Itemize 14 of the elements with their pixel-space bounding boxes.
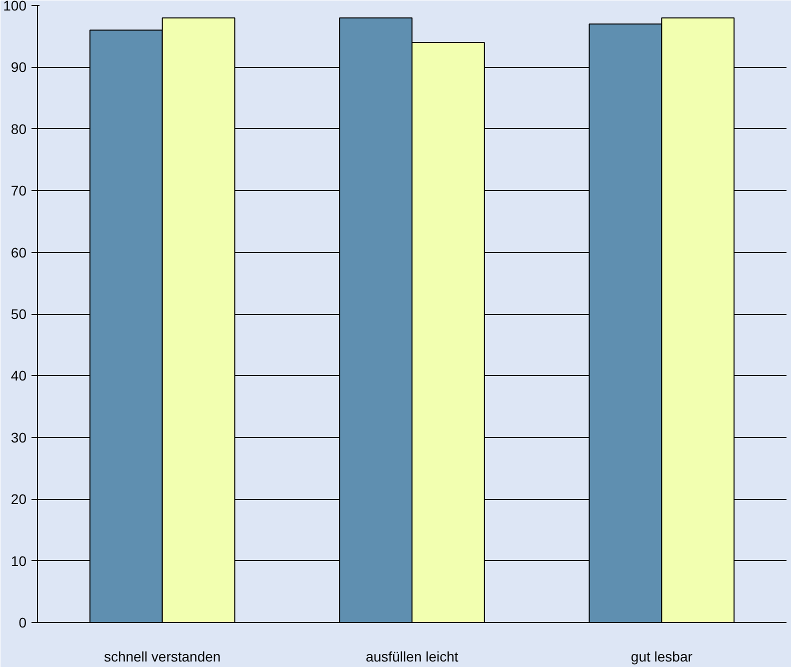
- y-tick-label: 100: [3, 0, 27, 14]
- x-tick-label: ausfüllen leicht: [366, 648, 458, 664]
- y-tick-label: 40: [10, 368, 27, 384]
- y-tick-label: 20: [10, 491, 27, 508]
- y-tick-label: 30: [10, 429, 27, 446]
- x-tick-label: gut lesbar: [630, 648, 693, 664]
- y-tick-label: 10: [10, 552, 27, 569]
- y-tick-label: 50: [10, 306, 27, 322]
- y-tick-label: 80: [10, 120, 27, 137]
- x-tick-label: schnell verstanden: [104, 648, 221, 664]
- y-tick-label: 60: [10, 244, 27, 260]
- y-tick-label: 90: [10, 59, 27, 76]
- y-tick-label: 70: [10, 182, 27, 199]
- y-tick-label: 0: [18, 614, 27, 630]
